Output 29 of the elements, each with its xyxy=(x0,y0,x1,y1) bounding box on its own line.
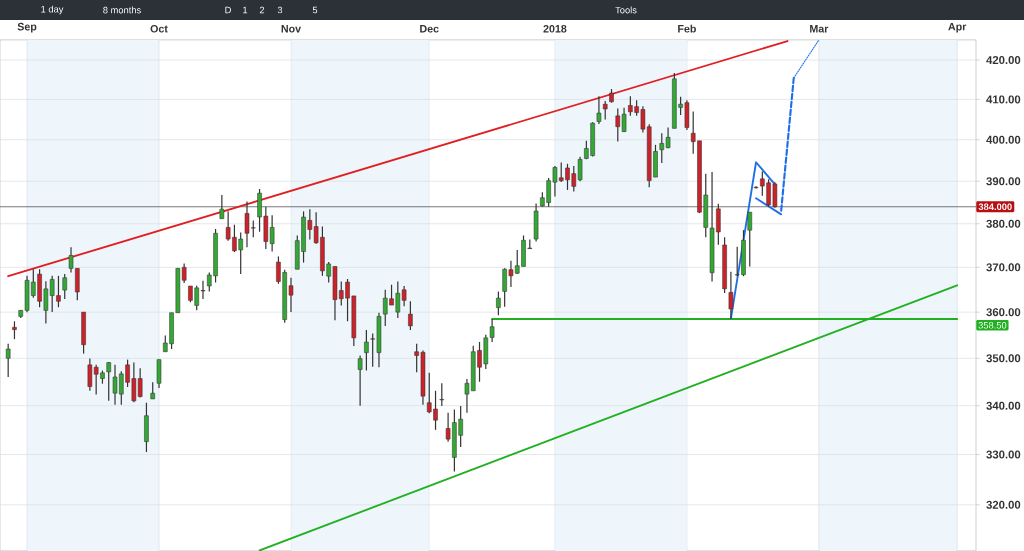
y-tick-label: 420.00 xyxy=(986,56,1021,65)
y-tick-label: 360.00 xyxy=(986,308,1021,317)
y-tick-label: 410.00 xyxy=(986,95,1021,104)
y-tick-label: 400.00 xyxy=(986,135,1021,144)
y-tick-label: 390.00 xyxy=(986,177,1021,186)
text: 3 xyxy=(277,6,283,14)
x-tick-label: Apr xyxy=(948,22,967,33)
y-tick-label: 380.00 xyxy=(986,219,1021,228)
y-tick-label: 350.00 xyxy=(986,354,1021,363)
x-tick-label: Oct xyxy=(150,24,168,33)
y-tick-label: 340.00 xyxy=(986,401,1021,410)
text: 2 xyxy=(259,6,265,14)
text: 8 months xyxy=(103,6,141,14)
x-tick-label: Sep xyxy=(17,22,37,33)
x-tick-label: Dec xyxy=(420,25,439,33)
text: D xyxy=(225,6,231,14)
text: 5 xyxy=(312,6,318,14)
y-tick-label: 370.00 xyxy=(986,263,1021,272)
text: 1 day xyxy=(41,5,64,15)
x-tick-label: 2018 xyxy=(543,24,567,33)
x-tick-label: Nov xyxy=(281,25,301,33)
y-tick-label: 330.00 xyxy=(986,450,1021,459)
y-tick-label: 320.00 xyxy=(986,500,1021,509)
text: 1 xyxy=(243,6,248,14)
text: Tools xyxy=(615,6,637,14)
x-tick-label: Feb xyxy=(678,24,696,33)
text: 358.50 xyxy=(978,321,1007,329)
ref-line-label: 384.000 xyxy=(978,203,1012,211)
x-tick-label: Mar xyxy=(810,25,829,33)
